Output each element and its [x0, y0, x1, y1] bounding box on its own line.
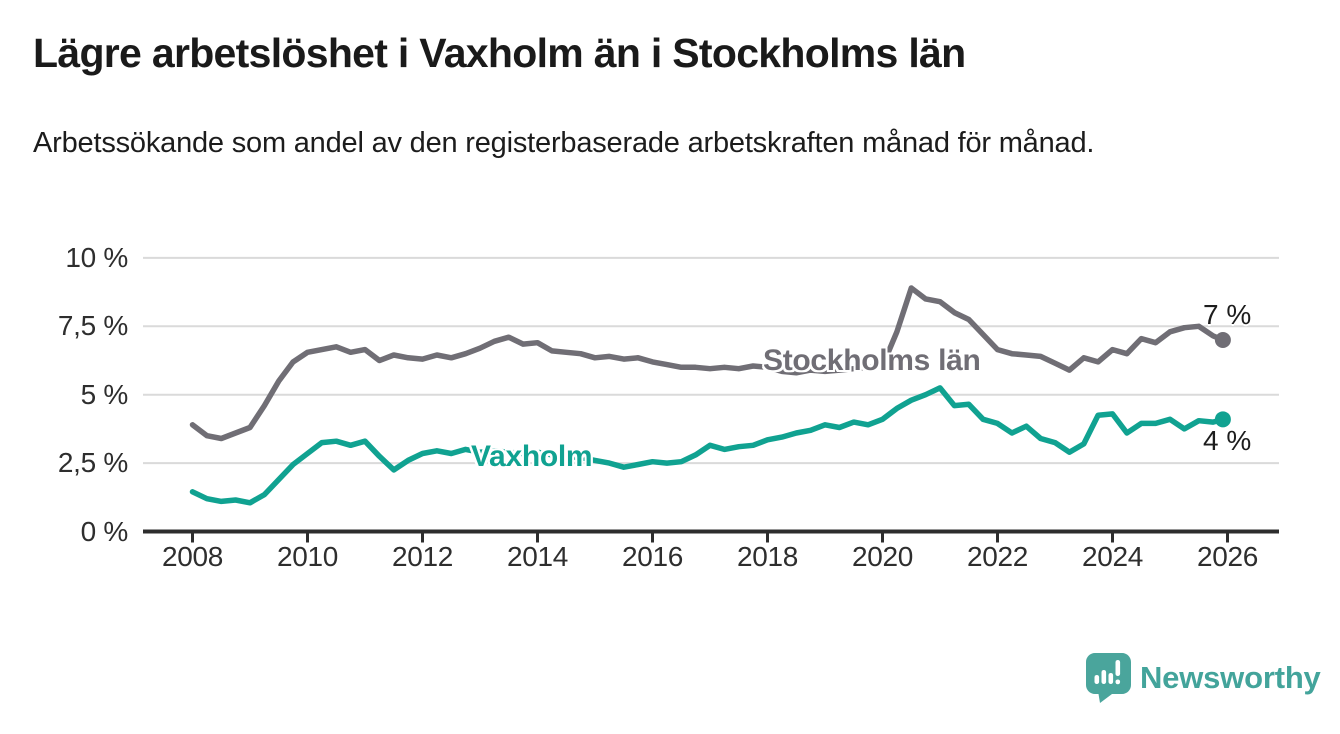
- y-axis-tick-label: 7,5 %: [57, 310, 128, 342]
- series-label-stockholms-lan: Stockholms län: [763, 344, 981, 377]
- x-axis-tick-label: 2024: [1081, 541, 1144, 572]
- x-axis-tick-label: 2012: [391, 541, 454, 572]
- x-axis-tick-label: 2026: [1196, 541, 1259, 572]
- x-axis-tick-label: 2022: [966, 541, 1029, 572]
- x-axis-tick-label: 2018: [736, 541, 799, 572]
- newsworthy-brand-name: Newsworthy: [1140, 660, 1321, 695]
- x-axis-tick-label: 2010: [276, 541, 339, 572]
- end-value-label-stockholms-lan: 7 %: [1203, 299, 1252, 330]
- newsworthy-logo-icon: [1086, 653, 1131, 703]
- y-axis-tick-label: 0 %: [80, 515, 129, 547]
- y-axis-tick-label: 2,5 %: [57, 447, 128, 479]
- y-axis-tick-label: 5 %: [80, 378, 129, 410]
- series-line-vaxholm: [189, 385, 1226, 506]
- newsworthy-brand: Newsworthy: [1086, 653, 1321, 703]
- series-end-dot-vaxholm: [1214, 411, 1231, 428]
- chart-title: Lägre arbetslöshet i Vaxholm än i Stockh…: [33, 30, 966, 76]
- y-axis-tick-label: 10 %: [65, 241, 128, 273]
- chart-subtitle: Arbetssökande som andel av den registerb…: [33, 127, 1095, 159]
- series-end-dot-stockholms-lan: [1214, 331, 1231, 348]
- series-label-vaxholm: Vaxholm: [471, 440, 593, 473]
- x-axis-tick-label: 2016: [621, 541, 684, 572]
- x-axis-tick-label: 2008: [161, 541, 224, 572]
- x-axis-tick-label: 2020: [851, 541, 914, 572]
- end-value-label-vaxholm: 4 %: [1203, 425, 1252, 456]
- series-line-stockholms-lan: [189, 285, 1226, 442]
- x-axis-tick-label: 2014: [506, 541, 569, 572]
